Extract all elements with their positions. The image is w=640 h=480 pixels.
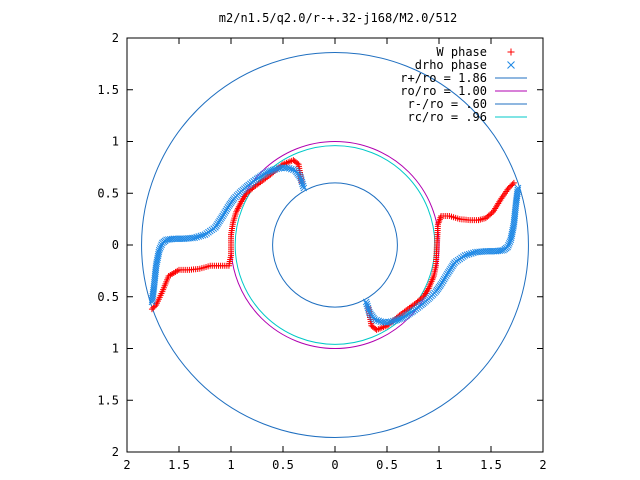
reference-circle	[230, 141, 440, 349]
drho-phase-point	[283, 164, 291, 172]
drho-phase-point	[505, 240, 513, 247]
drho-phase-point	[375, 317, 383, 325]
data-points	[148, 157, 522, 333]
w-phase-point	[484, 213, 491, 220]
drho-phase-point	[363, 300, 371, 308]
series-w-phase	[365, 179, 517, 333]
drho-phase-point	[300, 184, 308, 192]
drho-phase-point	[275, 165, 283, 172]
x-tick-label: 1.5	[168, 458, 190, 472]
x-tick-label: 2	[123, 458, 130, 472]
reference-circle	[272, 182, 398, 308]
drho-phase-point	[387, 318, 395, 325]
legend-label: r-/ro = .60	[408, 97, 487, 111]
x-tick-label: 1.5	[480, 458, 502, 472]
drho-phase-point	[377, 318, 385, 325]
x-tick-label: 0	[331, 458, 338, 472]
y-tick-label: 1.5	[97, 83, 119, 97]
legend-label: drho phase	[415, 58, 487, 72]
drho-phase-point	[155, 248, 163, 256]
x-tick-label: 0.5	[376, 458, 398, 472]
axis-ticks: 2 1.5 1 0.5 0 0.5 1 1.5 221.510.500.511.52	[97, 31, 546, 472]
drho-phase-point	[393, 316, 401, 324]
drho-phase-point	[465, 250, 473, 258]
drho-phase-point	[199, 231, 207, 239]
w-phase-point	[509, 181, 516, 188]
drho-phase-point	[389, 317, 397, 325]
drho-phase-point	[297, 174, 305, 182]
drho-phase-point	[156, 245, 164, 252]
drho-phase-point	[197, 232, 205, 240]
x-tick-label: 1	[227, 458, 234, 472]
y-tick-label: 1	[112, 135, 119, 149]
legend-label: rc/ro = .96	[408, 110, 487, 124]
drho-phase-point	[507, 234, 515, 242]
drho-phase-point	[467, 250, 475, 257]
drho-phase-point	[299, 182, 307, 190]
x-tick-label: 1	[435, 458, 442, 472]
w-phase-point	[506, 183, 513, 190]
w-phase-point	[508, 182, 515, 189]
drho-phase-point	[506, 238, 514, 245]
drho-phase-point	[287, 165, 295, 173]
drho-phase-point	[297, 176, 305, 184]
x-tick-label: 0.5	[272, 458, 294, 472]
drho-phase-point	[463, 251, 471, 259]
drho-phase-point	[364, 304, 372, 312]
y-tick-label: 1.5	[97, 393, 119, 407]
drho-phase-point	[365, 306, 373, 314]
w-phase-point	[148, 306, 155, 313]
w-phase-point	[510, 179, 517, 186]
drho-phase-point	[271, 166, 279, 173]
drho-phase-point	[364, 302, 371, 310]
drho-phase-point	[273, 165, 281, 173]
drho-phase-point	[193, 233, 201, 241]
series-drho-phase	[148, 164, 308, 306]
drho-phase-point	[472, 248, 479, 256]
drho-phase-point	[362, 298, 370, 306]
y-tick-label: 2	[112, 445, 119, 459]
w-phase-point	[369, 323, 376, 330]
x-tick-label: 2	[539, 458, 546, 472]
y-tick-label: 2	[112, 31, 119, 45]
drho-phase-point	[298, 178, 306, 186]
drho-phase-point	[269, 166, 277, 174]
drho-phase-point	[365, 308, 373, 316]
drho-phase-point	[155, 246, 163, 254]
drho-phase-point	[507, 236, 515, 244]
w-phase-point	[507, 48, 515, 56]
chart-title: m2/n1.5/q2.0/r-+.32-j168/M2.0/512	[219, 11, 457, 25]
reference-circle	[141, 51, 529, 439]
drho-phase-point	[157, 243, 165, 250]
drho-phase-point	[299, 180, 306, 188]
legend-label: ro/ro = 1.00	[400, 84, 487, 98]
legend-label: r+/ro = 1.86	[400, 71, 487, 85]
y-tick-label: 0.5	[97, 290, 119, 304]
y-tick-label: 1	[112, 342, 119, 356]
drho-phase-point	[379, 318, 387, 326]
w-phase-point	[150, 304, 157, 311]
series-drho-phase	[362, 184, 522, 326]
drho-phase-point	[391, 317, 399, 324]
legend-label: W phase	[436, 45, 487, 59]
drho-phase-point	[285, 165, 293, 172]
series-w-phase	[148, 157, 305, 313]
drho-phase-point	[469, 249, 477, 257]
w-phase-point	[294, 160, 301, 167]
y-tick-label: 0.5	[97, 186, 119, 200]
y-tick-label: 0	[112, 238, 119, 252]
drho-phase-point	[507, 61, 515, 69]
drho-phase-point	[195, 233, 203, 240]
drho-phase-point	[191, 234, 198, 242]
